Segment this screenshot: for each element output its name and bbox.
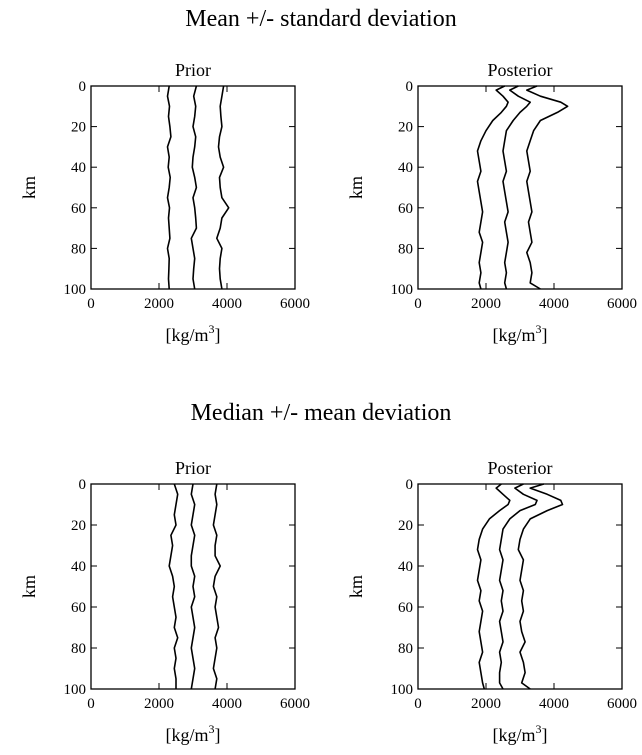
chart-2-series-0-line [168, 483, 179, 689]
chart-2-series-2-line [212, 483, 221, 690]
chart-0-xtick-label: 0 [87, 296, 95, 312]
chart-2-xtick-label: 0 [87, 696, 95, 712]
chart-0-plot-frame [90, 85, 296, 290]
chart-0-ytick-label: 0 [79, 79, 87, 95]
chart-0-ytick-label: 60 [71, 201, 86, 217]
chart-3: Posterior 0 2000 4000 6000 0 20 40 60 80 100 km [kg/… [346, 458, 637, 745]
chart-2-ylabel: km [19, 575, 39, 598]
chart-2-ytick-label: 0 [79, 477, 87, 493]
chart-1-series-1-line [502, 85, 532, 290]
chart-0-ytick-label: 80 [71, 241, 86, 257]
chart-1-series-0-line [476, 85, 509, 290]
chart-2-series-1-line [190, 483, 196, 690]
chart-2-ytick-label: 100 [64, 682, 87, 698]
chart-2-xtick-label: 6000 [280, 696, 310, 712]
chart-0-xtick-label: 6000 [280, 296, 310, 312]
chart-1-ytick-label: 20 [398, 120, 413, 136]
chart-0-ytick-label: 20 [71, 120, 86, 136]
chart-3-title: Posterior [488, 458, 553, 478]
chart-3-ylabel: km [346, 575, 366, 598]
chart-1-ytick-label: 60 [398, 201, 413, 217]
section-title-bottom: Median +/- mean deviation [191, 400, 452, 426]
chart-1-title: Posterior [488, 60, 553, 80]
chart-0-series-2-line [216, 85, 230, 290]
chart-0-xtick-label: 4000 [212, 296, 242, 312]
chart-3-xtick-label: 4000 [539, 696, 569, 712]
chart-0-xtick-label: 2000 [144, 296, 174, 312]
chart-3-ytick-label: 40 [398, 559, 413, 575]
chart-2-ytick-label: 60 [71, 600, 86, 616]
chart-2-xlabel: [kg/m3] [166, 722, 221, 745]
chart-2-ytick-label: 80 [71, 641, 86, 657]
chart-3-series-2-line [517, 483, 564, 690]
chart-3-series-1-line [498, 483, 538, 690]
chart-2-ytick-label: 20 [71, 518, 86, 534]
chart-1-ytick-label: 80 [398, 241, 413, 257]
chart-3-ytick-label: 80 [398, 641, 413, 657]
chart-2-xtick-label: 2000 [144, 696, 174, 712]
chart-1-xtick-label: 2000 [471, 296, 501, 312]
chart-0-series-1-line [190, 85, 198, 290]
chart-3-xtick-label: 2000 [471, 696, 501, 712]
section-title-top: Mean +/- standard deviation [185, 6, 456, 32]
chart-3-plot-frame [417, 483, 623, 690]
chart-1-xlabel: [kg/m3] [493, 322, 548, 345]
chart-1-ylabel: km [346, 176, 366, 199]
chart-0-ylabel: km [19, 176, 39, 199]
chart-0-ytick-label: 100 [64, 282, 87, 298]
chart-2-ytick-label: 40 [71, 559, 86, 575]
chart-0-ytick-label: 40 [71, 160, 86, 176]
chart-1-xtick-label: 6000 [607, 296, 637, 312]
chart-1-ytick-label: 0 [406, 79, 414, 95]
chart-1-series-2-line [525, 85, 569, 290]
chart-0-title: Prior [175, 60, 211, 80]
chart-3-series-0-line [476, 483, 511, 690]
chart-3-xtick-label: 0 [414, 696, 422, 712]
chart-2: Prior 0 2000 4000 6000 0 20 40 60 80 100 km [kg/m3] [19, 458, 310, 745]
chart-3-ytick-label: 0 [406, 477, 414, 493]
chart-3-ytick-label: 20 [398, 518, 413, 534]
chart-2-title: Prior [175, 458, 211, 478]
chart-0-series-0-line [166, 85, 172, 290]
chart-1-plot-frame [417, 85, 623, 290]
chart-3-ytick-label: 100 [391, 682, 414, 698]
chart-3-xlabel: [kg/m3] [493, 722, 548, 745]
chart-3-ytick-label: 60 [398, 600, 413, 616]
chart-2-xtick-label: 4000 [212, 696, 242, 712]
chart-1-ytick-label: 40 [398, 160, 413, 176]
chart-3-xtick-label: 6000 [607, 696, 637, 712]
chart-0-xlabel: [kg/m3] [166, 322, 221, 345]
chart-1-xtick-label: 4000 [539, 296, 569, 312]
chart-0: Prior 0 2000 4000 6000 0 20 40 60 80 100 km [kg/m3] [19, 60, 310, 345]
chart-1-ytick-label: 100 [391, 282, 414, 298]
chart-1: Posterior 0 2000 4000 6000 0 20 40 60 80 100 km [kg/… [346, 60, 637, 345]
chart-1-xtick-label: 0 [414, 296, 422, 312]
